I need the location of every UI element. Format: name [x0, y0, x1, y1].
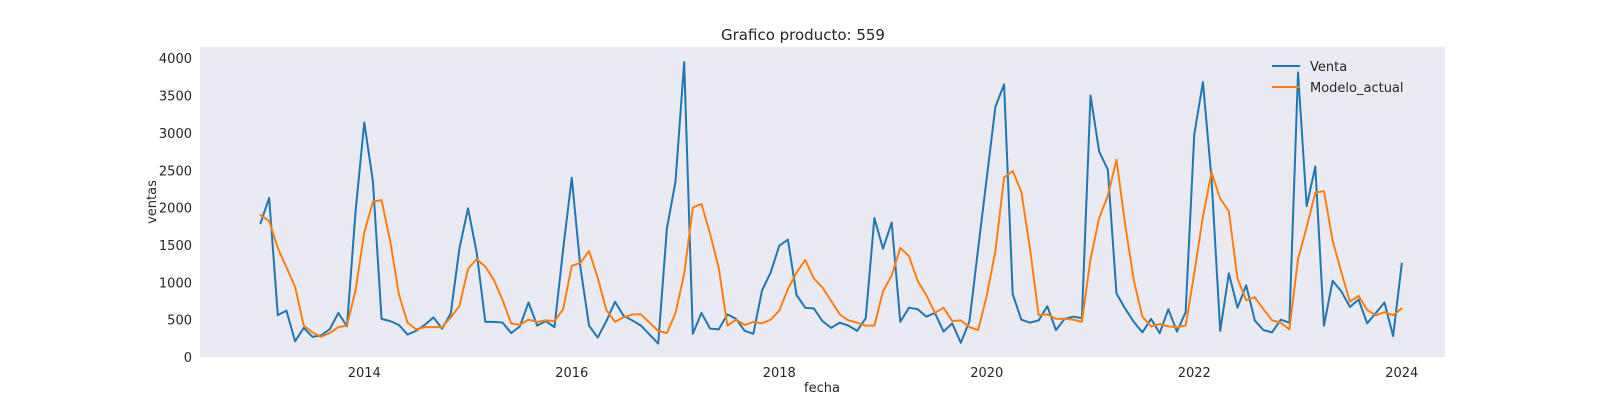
x-tick-label: 2024 [1385, 366, 1418, 381]
x-axis: 2014 2016 2018 2020 2022 2024 [348, 366, 1419, 381]
y-tick-label: 2500 [159, 164, 192, 179]
x-tick-label: 2018 [763, 366, 796, 381]
y-tick-label: 3500 [159, 90, 192, 105]
x-tick-label: 2022 [1178, 366, 1211, 381]
y-tick-label: 0 [184, 351, 192, 366]
y-axis-label: ventas [145, 180, 160, 224]
series-lines [259, 60, 1403, 345]
y-tick-label: 1500 [159, 239, 192, 254]
y-tick-label: 4000 [159, 52, 192, 67]
y-tick-label: 1000 [159, 276, 192, 291]
y-axis: 0 500 1000 1500 2000 2500 3000 3500 4000 [159, 52, 192, 366]
x-tick-label: 2016 [555, 366, 588, 381]
plot-area [200, 47, 1445, 357]
series-line-modelo-actual [259, 158, 1403, 338]
y-tick-label: 3000 [159, 127, 192, 142]
x-axis-label: fecha [804, 381, 840, 396]
x-tick-label: 2014 [348, 366, 381, 381]
chart-title: Grafico producto: 559 [721, 26, 885, 44]
series-line-venta [259, 60, 1403, 345]
y-tick-label: 500 [167, 314, 192, 329]
legend-label: Venta [1310, 60, 1347, 75]
x-tick-label: 2020 [970, 366, 1003, 381]
legend: Venta Modelo_actual [1272, 60, 1404, 96]
legend-label: Modelo_actual [1310, 81, 1404, 96]
y-tick-label: 2000 [159, 202, 192, 217]
